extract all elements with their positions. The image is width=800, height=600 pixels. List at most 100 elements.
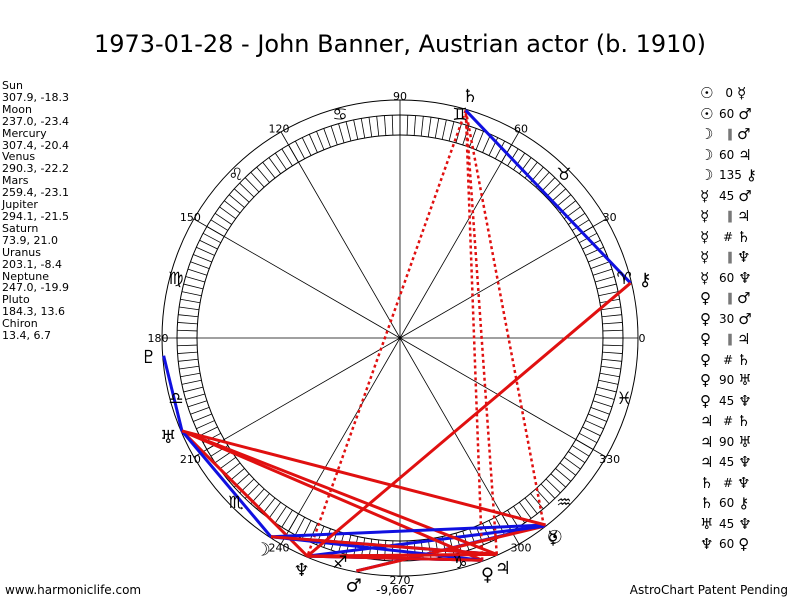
degree-tick bbox=[219, 456, 237, 470]
aspect-row: ♀ 90 ♅ bbox=[700, 370, 763, 391]
degree-tick bbox=[281, 509, 293, 528]
planet-glyph-icon: ♇ bbox=[141, 347, 157, 368]
degree-tick bbox=[268, 501, 282, 519]
planet-glyph-icon: ♄ bbox=[700, 473, 714, 492]
degree-tick bbox=[180, 298, 201, 304]
aspect-row: ☿ # ♄ bbox=[700, 227, 763, 248]
degree-tick bbox=[427, 117, 432, 138]
aspect-line bbox=[464, 110, 484, 561]
degree-tick bbox=[600, 306, 621, 311]
zodiac-sign-icon: ♌ bbox=[228, 165, 243, 185]
aspect-angle: 0 bbox=[725, 86, 733, 101]
aspect-angle: 90 bbox=[719, 434, 735, 449]
degree-label: 270 bbox=[390, 574, 411, 587]
degree-tick bbox=[518, 157, 532, 175]
aspect-line bbox=[270, 523, 546, 539]
planet-coords: 13.4, 6.7 bbox=[2, 329, 51, 343]
degree-tick bbox=[592, 400, 613, 408]
aspect-angle: 45 bbox=[719, 516, 735, 531]
aspect-row: ♀ 30 ♂ bbox=[700, 309, 763, 330]
planet-glyph-icon: ⚷ bbox=[639, 270, 652, 291]
planet-glyph-icon: ♀ bbox=[700, 309, 711, 328]
planet-coords: 73.9, 21.0 bbox=[2, 233, 58, 247]
planet-name: Mars bbox=[2, 174, 29, 188]
degree-tick bbox=[579, 432, 598, 444]
planet-glyph-icon: ☽ bbox=[700, 145, 714, 164]
degree-tick bbox=[180, 372, 201, 378]
degree-tick bbox=[323, 128, 331, 148]
degree-tick bbox=[582, 239, 601, 250]
degree-tick bbox=[524, 497, 538, 514]
planet-glyph-icon: ♅ bbox=[738, 371, 752, 390]
planet-glyph-icon: ♆ bbox=[293, 560, 309, 581]
planet-glyph-icon: ♀ bbox=[481, 564, 494, 585]
aspect-angle: 90 bbox=[719, 373, 735, 388]
degree-label: 180 bbox=[148, 332, 169, 345]
degree-tick bbox=[224, 200, 241, 214]
aspect-row: ♃ 90 ♅ bbox=[700, 432, 763, 453]
house-spoke bbox=[193, 218, 401, 339]
aspect-angle: 60 bbox=[719, 106, 735, 121]
degree-tick bbox=[590, 261, 610, 269]
planet-glyph-icon: ♆ bbox=[700, 535, 714, 554]
degree-tick bbox=[598, 291, 619, 297]
degree-tick bbox=[268, 157, 282, 175]
planet-coords: 307.9, -18.3 bbox=[2, 90, 69, 104]
degree-label: 60 bbox=[514, 122, 528, 135]
degree-tick bbox=[585, 420, 604, 430]
planet-glyph-icon: ♄ bbox=[737, 227, 751, 246]
aspect-line bbox=[270, 535, 497, 556]
degree-tick bbox=[224, 462, 241, 476]
degree-tick bbox=[199, 239, 218, 250]
aspect-row: ♃ 45 ♆ bbox=[700, 452, 763, 473]
aspect-row: ☽ ∥ ♂ bbox=[700, 124, 763, 145]
degree-tick bbox=[571, 219, 590, 231]
planet-glyph-icon: ☿ bbox=[700, 248, 710, 267]
degree-label: 150 bbox=[180, 211, 201, 224]
wheel-labels: 0 30 60 90 120 150 180 210 240 270 300 330 ♈ ♉ ♊ ♋ ♌ ♍ ♎ ♏ ♐… bbox=[141, 86, 652, 597]
degree-tick bbox=[338, 123, 345, 143]
degree-tick bbox=[202, 232, 221, 244]
degree-tick bbox=[571, 445, 590, 457]
planet-name: Sun bbox=[2, 79, 23, 92]
planet-glyph-icon: ⚷ bbox=[745, 166, 757, 185]
planet-glyph-icon: ♀ bbox=[700, 350, 711, 369]
degree-tick bbox=[294, 517, 306, 536]
zodiac-sign-icon: ♉ bbox=[556, 165, 571, 185]
planet-glyph-icon: ♄ bbox=[737, 350, 751, 369]
footer-site-link[interactable]: www.harmoniclife.com bbox=[5, 583, 142, 597]
degree-tick bbox=[376, 116, 380, 137]
degree-tick bbox=[274, 506, 287, 524]
zodiac-sign-icon: ♊ bbox=[452, 105, 467, 125]
zodiac-sign-icon: ♑ bbox=[452, 553, 467, 573]
aspect-angle: 135 bbox=[719, 168, 742, 183]
chart-title: 1973-01-28 - John Banner, Austrian actor… bbox=[93, 30, 707, 58]
degree-tick bbox=[294, 140, 306, 159]
house-spoke bbox=[399, 337, 520, 545]
degree-tick bbox=[602, 351, 623, 354]
degree-tick bbox=[196, 246, 215, 256]
degree-tick bbox=[596, 283, 617, 290]
degree-tick bbox=[550, 473, 566, 488]
planet-glyph-icon: ☿ bbox=[700, 227, 710, 246]
aspect-angle: # bbox=[722, 414, 733, 429]
aspect-row: ♄ 60 ⚷ bbox=[700, 493, 763, 514]
zodiac-sign-icon: ♒ bbox=[556, 493, 571, 513]
planet-glyph-icon: ♃ bbox=[700, 453, 714, 472]
degree-tick bbox=[193, 254, 212, 263]
aspect-line bbox=[464, 109, 632, 285]
zodiac-sign-icon: ♍ bbox=[168, 269, 183, 289]
planet-glyph-icon: ♅ bbox=[160, 427, 176, 448]
planet-glyph-icon: ☿ bbox=[700, 186, 710, 205]
planet-glyph-icon: ☽ bbox=[700, 166, 714, 185]
planet-glyph-icon: ♃ bbox=[495, 558, 511, 579]
degree-tick bbox=[181, 291, 202, 297]
aspect-row: ♄ # ♆ bbox=[700, 473, 763, 494]
planet-coords: 294.1, -21.5 bbox=[2, 209, 69, 223]
planet-name: Mercury bbox=[2, 126, 47, 140]
aspect-angle: ∥ bbox=[727, 209, 733, 224]
aspect-row: ♀ # ♄ bbox=[700, 350, 763, 371]
degree-tick bbox=[545, 182, 561, 198]
planet-glyph-icon: ♅ bbox=[738, 432, 752, 451]
planet-coords: 237.0, -23.4 bbox=[2, 114, 69, 128]
